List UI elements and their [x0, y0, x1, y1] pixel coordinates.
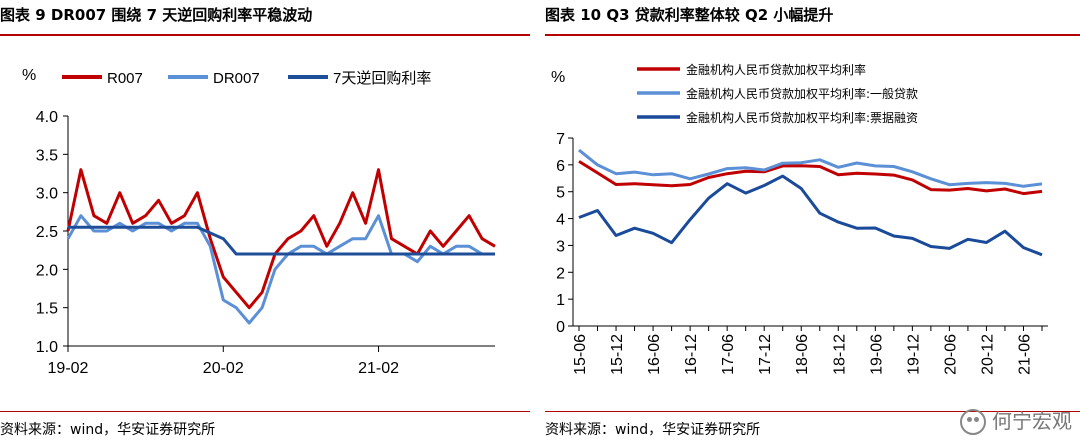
right-legend-label-2: 金融机构人民币贷款加权平均利率:票据融资 [686, 110, 918, 125]
left-x-tick-label: 21-02 [358, 360, 399, 377]
right-source-rule [545, 411, 1080, 412]
right-x-tick-label: 18-06 [794, 334, 811, 375]
left-chart-svg: 1.0 1.5 2.0 2.5 3.0 3.5 4.0% 19-02 20-02 21-02 R00… [22, 67, 496, 377]
left-chart-title: 图表 9 DR007 围绕 7 天逆回购利率平稳波动 [0, 6, 313, 24]
left-legend-label-2: 7天逆回购利率 [333, 70, 431, 87]
left-legend-label-1: DR007 [213, 70, 260, 87]
right-series-line-1 [578, 148, 1043, 188]
left-series-line-0 [66, 168, 496, 310]
wechat-icon [960, 409, 986, 435]
left-series-line-2 [68, 225, 495, 256]
right-y-tick-label: 3 [556, 238, 565, 255]
left-legend-label-0: R007 [107, 70, 143, 87]
watermark-text: 何宁宏观 [992, 408, 1072, 433]
left-title-rule [0, 34, 530, 36]
right-y-tick-label: 7 [556, 131, 565, 148]
right-y-unit-label: % [551, 69, 565, 86]
right-x-tick-label: 18-12 [831, 334, 848, 375]
right-x-tick-label: 16-12 [683, 334, 700, 375]
right-x-tick-label: 20-12 [979, 334, 996, 375]
left-chart-source: 资料来源：wind，华安证券研究所 [0, 422, 216, 438]
right-series-line-0 [578, 160, 1043, 196]
right-series-line-2 [578, 174, 1043, 257]
left-x-tick-label: 19-02 [48, 360, 89, 377]
left-y-tick-label: 3.5 [36, 147, 58, 164]
right-legend-label-1: 金融机构人民币贷款加权平均利率:一般贷款 [686, 86, 918, 101]
left-y-unit-label: % [22, 67, 36, 84]
right-x-tick-label: 17-06 [720, 334, 737, 375]
right-legend-label-0: 金融机构人民币贷款加权平均利率 [686, 62, 866, 77]
right-y-tick-label: 1 [556, 292, 565, 309]
left-chart-panel: 图表 9 DR007 围绕 7 天逆回购利率平稳波动 1.0 1.5 2.0 2.5 3… [0, 0, 530, 445]
right-x-tick-label: 16-06 [646, 334, 663, 375]
right-x-tick-label: 20-06 [942, 334, 959, 375]
right-y-tick-label: 5 [556, 185, 565, 202]
right-chart-panel: 图表 10 Q3 贷款利率整体较 Q2 小幅提升 0 1 2 3 4 5 6 7% 15-06 1… [545, 0, 1080, 445]
left-y-tick-label: 2.0 [36, 262, 58, 279]
right-y-tick-label: 6 [556, 158, 565, 175]
right-x-tick-label: 21-06 [1016, 334, 1033, 375]
right-chart-source: 资料来源：wind，华安证券研究所 [545, 422, 761, 438]
left-y-tick-label: 4.0 [36, 109, 58, 126]
left-y-tick-label: 1.5 [36, 301, 58, 318]
left-x-tick-label: 20-02 [203, 360, 244, 377]
right-x-tick-label: 19-12 [905, 334, 922, 375]
right-title-rule [545, 34, 1080, 36]
right-y-tick-label: 4 [556, 212, 565, 229]
left-y-tick-label: 3.0 [36, 186, 58, 203]
right-x-tick-label: 17-12 [757, 334, 774, 375]
right-y-tick-label: 0 [556, 319, 565, 336]
right-x-tick-label: 15-12 [609, 334, 626, 375]
right-chart-title: 图表 10 Q3 贷款利率整体较 Q2 小幅提升 [545, 6, 834, 24]
watermark: 何宁宏观 [960, 405, 1072, 435]
left-source-rule [0, 411, 530, 412]
right-y-tick-label: 2 [556, 265, 565, 282]
right-chart-svg: 0 1 2 3 4 5 6 7% 15-06 15-12 16-06 16-12 17-06 17-12 1… [551, 62, 1048, 375]
left-y-tick-label: 2.5 [36, 224, 58, 241]
right-x-tick-label: 19-06 [868, 334, 885, 375]
right-x-tick-label: 15-06 [572, 334, 589, 375]
left-y-tick-label: 1.0 [36, 339, 58, 356]
